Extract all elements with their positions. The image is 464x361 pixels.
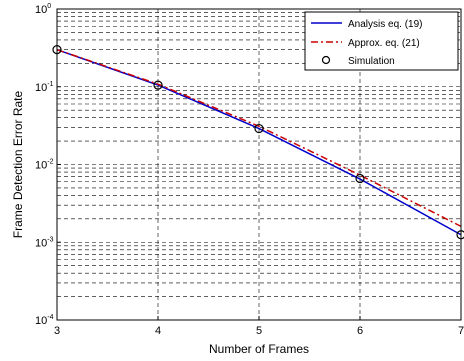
x-tick-label: 3	[54, 325, 60, 337]
plot-frame	[56, 8, 462, 321]
simulation-point	[153, 80, 163, 90]
y-tick-label: 10-1	[35, 81, 54, 94]
x-tick-label: 4	[155, 325, 161, 337]
legend-label-approx: Approx. eq. (21)	[348, 38, 420, 49]
simulation-point	[355, 173, 365, 184]
y-axis-label: Frame Detection Error Rate	[11, 90, 25, 238]
y-tick-label: 100	[35, 3, 51, 16]
x-tick-label: 5	[256, 325, 262, 337]
series-line-approx	[56, 48, 462, 228]
x-axis-label: Number of Frames	[209, 342, 309, 356]
legend-box	[304, 11, 459, 71]
legend-label-analysis: Analysis eq. (19)	[348, 19, 422, 30]
tick-labels: 3 4 5 6 7 10-4 10-3 10-2 10-1 100	[35, 3, 464, 337]
simulation-point	[254, 123, 264, 134]
y-tick-label: 10-4	[35, 314, 54, 327]
y-tick-label: 10-3	[35, 236, 54, 249]
y-tick-label: 10-2	[35, 159, 54, 172]
legend-marker-simulation	[321, 55, 331, 65]
legend: Analysis eq. (19) Approx. eq. (21) Simul…	[304, 11, 459, 71]
x-tick-label: 7	[458, 325, 464, 337]
x-tick-label: 6	[357, 325, 363, 337]
legend-label-simulation: Simulation	[348, 56, 395, 67]
